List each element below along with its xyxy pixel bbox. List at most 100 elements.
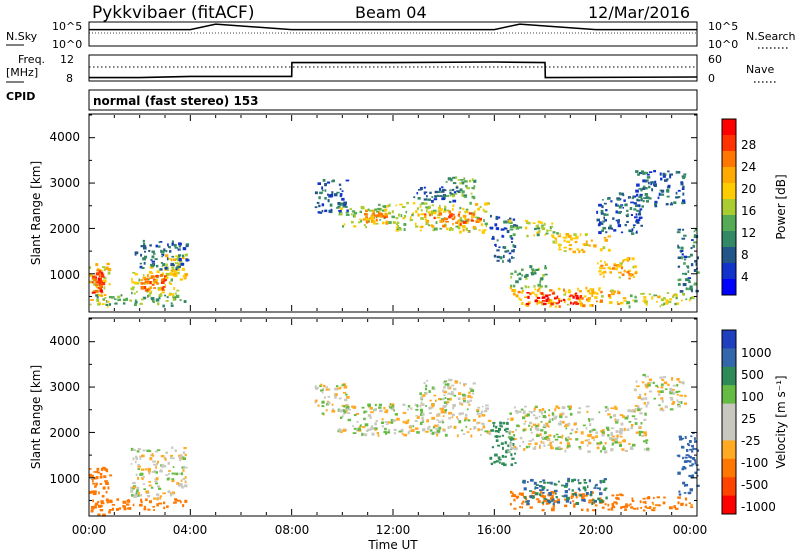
velocity-cell — [551, 499, 554, 502]
velocity-cell — [557, 480, 560, 483]
velocity-cell — [386, 431, 391, 434]
power-cell — [570, 237, 574, 241]
power-cell — [686, 266, 690, 269]
power-cell — [651, 296, 654, 300]
power-cell — [95, 284, 99, 286]
power-cell — [160, 249, 163, 253]
velocity-cell — [557, 436, 562, 438]
power-cell — [99, 278, 102, 281]
velocity-cell — [600, 450, 603, 453]
velocity-cell — [146, 495, 151, 498]
velocity-cell — [487, 419, 492, 422]
power-cell — [691, 239, 694, 241]
power-cell — [602, 199, 604, 201]
power-colorbar-swatch — [722, 151, 736, 168]
velocity-cell — [611, 442, 614, 446]
velocity-cell — [523, 487, 527, 491]
power-cell — [329, 203, 333, 207]
power-cell — [512, 244, 515, 248]
power-cell — [95, 272, 99, 276]
velocity-cell — [660, 397, 664, 400]
velocity-cell — [409, 407, 413, 410]
velocity-cell — [93, 471, 97, 473]
power-cell — [684, 272, 688, 276]
power-cell — [672, 294, 675, 297]
velocity-cell — [557, 446, 561, 449]
power-cell — [511, 257, 515, 259]
power-cell — [511, 249, 515, 253]
power-cell — [622, 297, 627, 299]
power-cell — [575, 235, 579, 239]
power-cell — [604, 261, 606, 264]
power-cell — [576, 237, 579, 240]
freq-left-tick-low: 8 — [66, 72, 73, 85]
power-cell — [638, 196, 642, 198]
power-cell — [677, 189, 681, 192]
power-cell — [527, 221, 531, 225]
power-cell — [161, 255, 163, 258]
power-cell — [552, 231, 556, 234]
power-cell — [605, 209, 608, 212]
power-cell — [644, 193, 648, 196]
power-cell — [331, 191, 334, 195]
velocity-cell — [611, 503, 615, 507]
velocity-cell — [632, 409, 634, 412]
velocity-cell — [664, 388, 668, 391]
power-cell — [370, 215, 373, 219]
power-cell — [477, 207, 480, 211]
cpid-panel-frame — [88, 89, 698, 111]
power-cell — [577, 287, 579, 291]
velocity-cell — [595, 431, 598, 434]
velocity-cell — [691, 474, 694, 477]
power-cell — [160, 281, 165, 284]
power-cell — [617, 211, 621, 214]
velocity-cell — [180, 479, 183, 482]
noise-right-tick-high: 10^5 — [708, 20, 738, 33]
velocity-cell — [390, 419, 394, 422]
velocity-cell — [583, 499, 586, 502]
power-cell — [161, 287, 164, 290]
velocity-cell — [585, 405, 590, 408]
power-cell — [181, 267, 185, 271]
power-cell — [360, 205, 365, 209]
velocity-cell — [648, 390, 653, 393]
power-cell — [428, 224, 430, 227]
power-cell — [583, 295, 587, 298]
power-cell — [173, 296, 176, 299]
power-cell — [363, 224, 366, 226]
power-cell — [536, 224, 540, 228]
power-cell — [395, 223, 399, 226]
power-cell — [578, 290, 582, 293]
velocity-cell — [339, 409, 343, 413]
power-cell — [341, 197, 345, 201]
power-cell — [150, 263, 152, 267]
axis-ticks — [88, 114, 698, 515]
power-cell — [578, 250, 581, 254]
power-cell — [575, 292, 578, 295]
velocity-cell — [593, 487, 597, 489]
velocity-cell — [327, 395, 331, 398]
velocity-cell — [599, 492, 603, 496]
velocity-cell — [443, 394, 446, 396]
power-cell — [529, 265, 533, 269]
power-cell — [681, 299, 683, 302]
power-cell — [122, 298, 126, 302]
velocity-cell — [533, 491, 536, 494]
power-cell — [694, 228, 697, 231]
velocity-cell — [509, 503, 512, 506]
velocity-cell — [137, 476, 140, 480]
power-cell — [331, 180, 335, 183]
velocity-cell — [614, 405, 617, 409]
velocity-cell — [534, 426, 538, 430]
velocity-cell — [552, 414, 554, 417]
velocity-cell — [431, 404, 435, 408]
xtick-0400: 04:00 — [173, 523, 208, 537]
power-cell — [144, 278, 149, 280]
velocity-cell — [528, 410, 532, 413]
vel-cbar-tick-neg100: -100 — [741, 456, 768, 470]
power-cell — [169, 250, 172, 253]
power-cell — [541, 297, 544, 300]
power-cell — [581, 248, 584, 251]
power-cell — [646, 200, 649, 203]
power-cell — [411, 219, 413, 221]
